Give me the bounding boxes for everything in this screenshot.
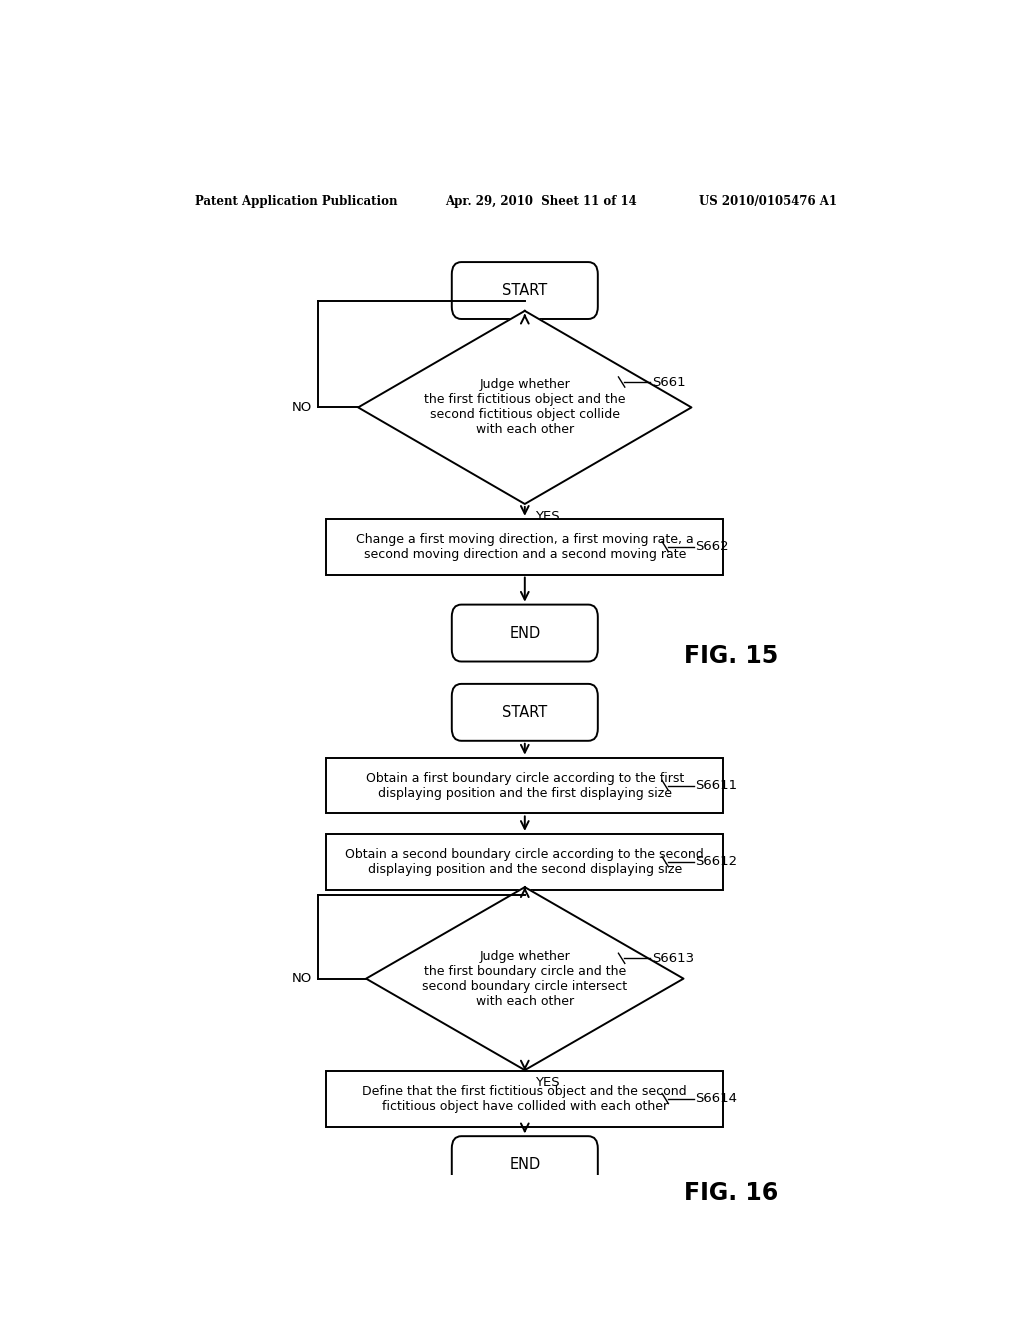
Text: NO: NO (292, 972, 312, 985)
Polygon shape (367, 887, 684, 1071)
Text: S662: S662 (695, 540, 729, 553)
Text: Apr. 29, 2010  Sheet 11 of 14: Apr. 29, 2010 Sheet 11 of 14 (445, 194, 637, 207)
Bar (327, 519, 723, 574)
Text: Obtain a first boundary circle according to the first
displaying position and th: Obtain a first boundary circle according… (366, 771, 684, 800)
Text: Change a first moving direction, a first moving rate, a
second moving direction : Change a first moving direction, a first… (356, 533, 693, 561)
Text: Judge whether
the first boundary circle and the
second boundary circle intersect: Judge whether the first boundary circle … (422, 949, 628, 1007)
Text: NO: NO (292, 401, 312, 414)
Text: FIG. 15: FIG. 15 (684, 644, 778, 668)
Text: US 2010/0105476 A1: US 2010/0105476 A1 (699, 194, 838, 207)
Text: FIG. 16: FIG. 16 (684, 1181, 778, 1205)
FancyBboxPatch shape (452, 1137, 598, 1193)
FancyBboxPatch shape (452, 605, 598, 661)
Bar (327, 1071, 723, 1126)
Text: Obtain a second boundary circle according to the second
displaying position and : Obtain a second boundary circle accordin… (345, 847, 705, 875)
Text: START: START (502, 705, 548, 719)
Text: S6611: S6611 (695, 779, 737, 792)
Text: Patent Application Publication: Patent Application Publication (196, 194, 398, 207)
Text: END: END (509, 1158, 541, 1172)
Text: END: END (509, 626, 541, 640)
Text: YES: YES (536, 1076, 560, 1089)
Text: S6613: S6613 (652, 952, 694, 965)
Bar (327, 834, 723, 890)
FancyBboxPatch shape (452, 263, 598, 319)
Text: YES: YES (536, 510, 560, 523)
FancyBboxPatch shape (452, 684, 598, 741)
Bar (327, 758, 723, 813)
Text: Judge whether
the first fictitious object and the
second fictitious object colli: Judge whether the first fictitious objec… (424, 379, 626, 437)
Polygon shape (358, 312, 691, 504)
Text: S6612: S6612 (695, 855, 737, 869)
Text: S661: S661 (652, 375, 685, 388)
Text: Define that the first fictitious object and the second
fictitious object have co: Define that the first fictitious object … (362, 1085, 687, 1113)
Text: S6614: S6614 (695, 1092, 737, 1105)
Text: START: START (502, 282, 548, 298)
